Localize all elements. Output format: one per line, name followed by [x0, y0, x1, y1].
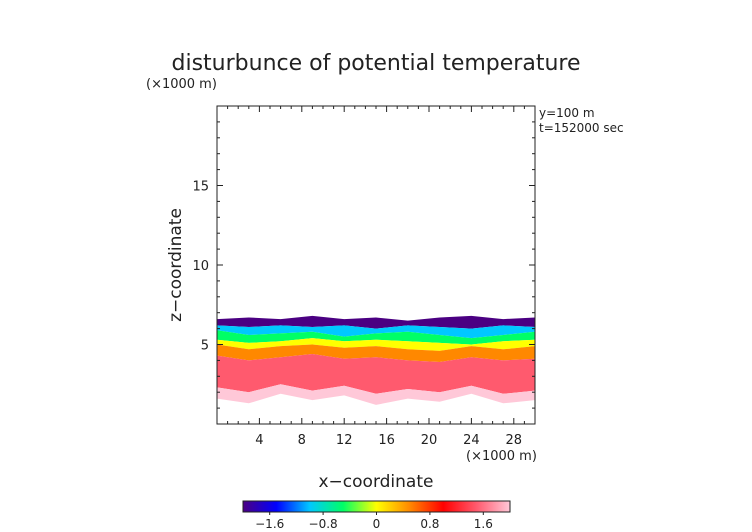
x-tick-label: 12	[336, 433, 353, 448]
field-layer-3	[217, 338, 535, 351]
colorbar-ticks: −1.6 −0.8 0 0.8 1.6	[255, 512, 493, 531]
colorbar-tick-label: 0	[373, 517, 381, 531]
axis-ticks: 4 8 12 16 20 24 28 5 10 15	[192, 106, 535, 448]
field-layer-0	[217, 315, 535, 329]
x-tick-label: 16	[378, 433, 395, 448]
heatmap-field	[217, 315, 535, 405]
chart-title: disturbunce of potential temperature	[172, 51, 581, 76]
x-unit-label: (×1000 m)	[466, 449, 537, 464]
x-tick-label: 20	[421, 433, 438, 448]
field-layer-4	[217, 344, 535, 362]
z-unit-label: (×1000 m)	[146, 77, 217, 92]
colorbar-tick-label: 0.8	[420, 517, 439, 531]
colorbar	[242, 500, 511, 513]
x-tick-label: 24	[463, 433, 480, 448]
annotation-y: y=100 m	[539, 106, 595, 120]
colorbar-tick-label: −1.6	[255, 517, 284, 531]
x-axis-label: x−coordinate	[319, 472, 434, 492]
y-tick-label: 15	[192, 180, 209, 195]
y-tick-label: 10	[192, 259, 209, 274]
field-layer-2	[217, 330, 535, 345]
field-layer-1	[217, 325, 535, 339]
x-tick-label: 8	[298, 433, 306, 448]
annotation-t: t=152000 sec	[539, 121, 624, 135]
y-tick-label: 5	[201, 339, 209, 354]
colorbar-tick-label: 1.6	[474, 517, 493, 531]
field-layer-6	[217, 384, 535, 405]
x-tick-label: 28	[506, 433, 523, 448]
x-tick-label: 4	[255, 433, 263, 448]
y-axis-label: z−coordinate	[166, 208, 186, 322]
colorbar-tick-label: −0.8	[309, 517, 338, 531]
field-layer-5	[217, 354, 535, 394]
